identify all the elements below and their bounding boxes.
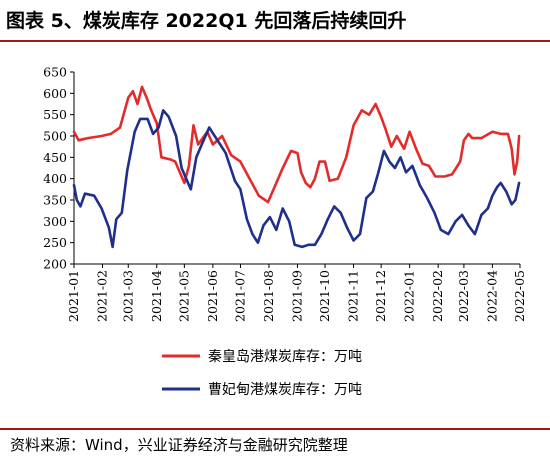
x-tick-label: 2021-11 — [346, 270, 361, 322]
x-tick-label: 2021-10 — [317, 270, 332, 322]
x-axis-labels: 2021-01 2021-02 2021-03 2021-04 2021-05 2021-… — [66, 270, 527, 322]
x-tick-label: 2022-03 — [456, 270, 471, 322]
x-tick-label: 2022-04 — [484, 270, 499, 322]
x-tick-label: 2021-08 — [261, 270, 276, 322]
x-tick-label: 2021-12 — [373, 270, 388, 322]
legend-label-1: 秦皇岛港煤炭库存：万吨 — [208, 349, 362, 365]
series-line-2 — [72, 109, 521, 249]
chart-title: 图表 5、煤炭库存 2022Q1 先回落后持续回升 — [6, 10, 407, 32]
series-line-1 — [72, 85, 521, 204]
y-tick-label: 350 — [43, 193, 67, 208]
y-tick-label: 500 — [43, 129, 67, 144]
title-rule — [0, 40, 550, 42]
x-tick-label: 2021-07 — [232, 270, 247, 322]
y-tick-label: 450 — [43, 150, 67, 165]
y-tick-label: 200 — [43, 257, 67, 272]
x-tick-label: 2021-04 — [149, 270, 164, 322]
series-lines — [72, 85, 521, 249]
legend-label-2: 曹妃甸港煤炭库存：万吨 — [208, 382, 362, 398]
x-tick-label: 2022-05 — [512, 270, 527, 322]
chart-axes — [70, 71, 521, 268]
y-tick-label: 550 — [43, 107, 67, 122]
x-tick-label: 2021-09 — [289, 270, 304, 322]
y-tick-label: 650 — [43, 65, 67, 80]
y-axis-labels: 200 250 300 350 400 450 500 550 600 650 — [43, 65, 67, 272]
x-tick-label: 2021-06 — [205, 270, 220, 322]
x-tick-label: 2021-05 — [176, 270, 191, 322]
source-rule — [0, 428, 550, 430]
y-tick-label: 250 — [43, 235, 67, 250]
x-tick-label: 2021-02 — [95, 270, 110, 322]
y-tick-label: 600 — [43, 86, 67, 101]
source-note: 资料来源：Wind，兴业证券经济与金融研究院整理 — [10, 436, 348, 454]
y-tick-label: 300 — [43, 214, 67, 229]
x-tick-label: 2021-03 — [120, 270, 135, 322]
x-tick-label: 2022-01 — [402, 270, 417, 322]
x-tick-label: 2021-01 — [66, 270, 81, 322]
x-tick-label: 2022-02 — [430, 270, 445, 322]
y-tick-label: 400 — [43, 171, 67, 186]
